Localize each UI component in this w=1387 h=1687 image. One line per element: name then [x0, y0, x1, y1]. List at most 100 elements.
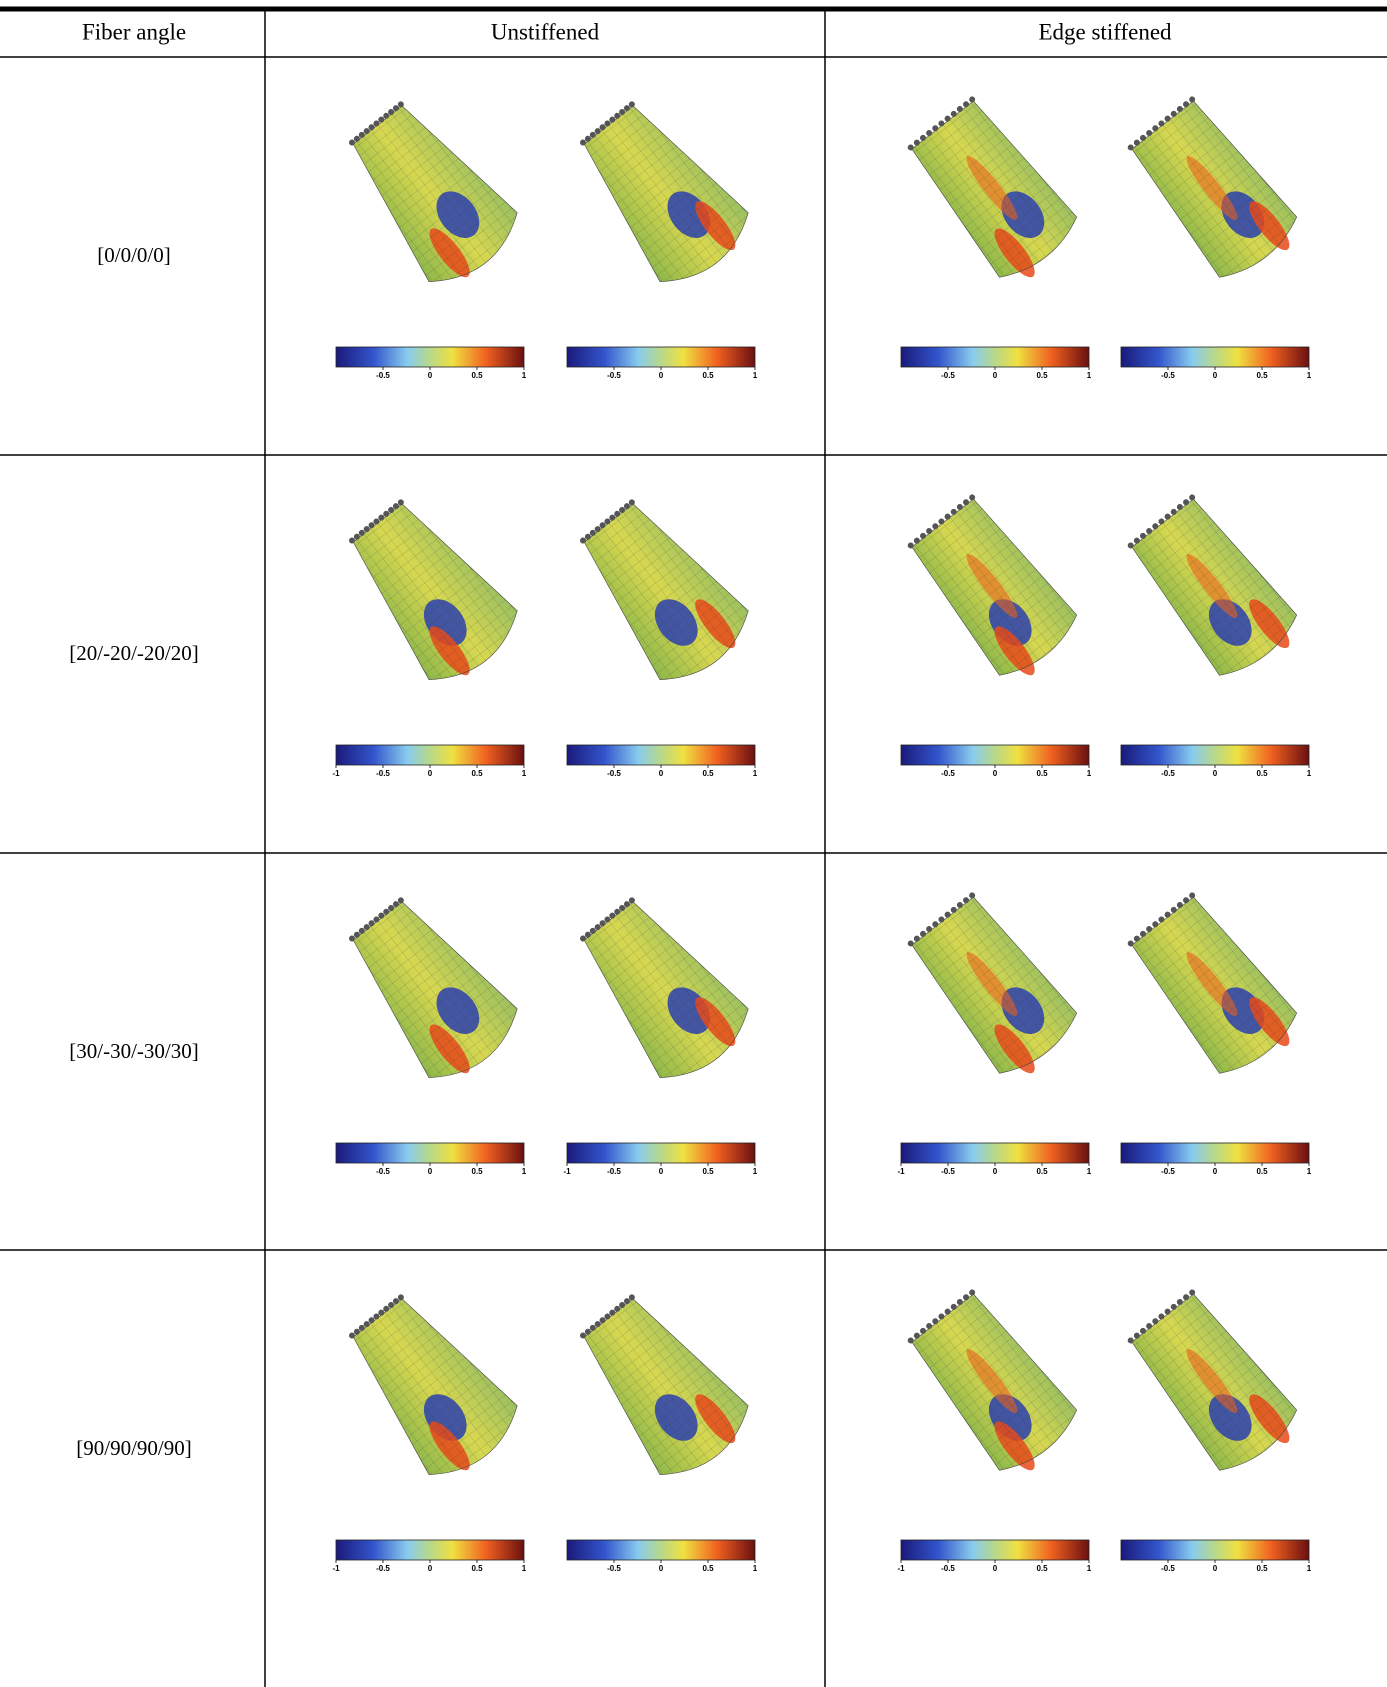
support-dot — [584, 1328, 591, 1335]
colorbar-tick-label: 0 — [993, 1564, 998, 1573]
colorbar — [1120, 1539, 1310, 1561]
support-dot — [938, 120, 945, 127]
support-dot — [907, 1337, 914, 1344]
support-dot — [353, 931, 360, 938]
support-dot — [358, 1324, 365, 1331]
support-dot — [604, 518, 611, 525]
support-dot — [950, 1303, 957, 1310]
support-dot — [1183, 499, 1190, 506]
support-dot — [392, 105, 399, 112]
support-dot — [363, 1321, 370, 1328]
support-dot — [373, 1313, 380, 1320]
support-dot — [1146, 1323, 1153, 1330]
support-dot — [1183, 897, 1190, 904]
support-dot — [589, 131, 596, 138]
support-dot — [969, 892, 976, 899]
support-dot — [614, 112, 621, 119]
support-dot — [963, 897, 970, 904]
support-dot — [1170, 1303, 1177, 1310]
colorbar-tick-label: -0.5 — [941, 1564, 955, 1573]
mode-shape — [907, 892, 1078, 1074]
support-dot — [1152, 523, 1159, 530]
support-dot — [388, 904, 395, 911]
support-dot — [919, 930, 926, 937]
support-dot — [1170, 508, 1177, 515]
support-dot — [383, 1305, 390, 1312]
colorbar-tick-label: 0.5 — [1256, 1564, 1268, 1573]
support-dot — [1133, 1332, 1140, 1339]
mesh — [911, 100, 1078, 278]
colorbar-tick-label: -1 — [563, 1167, 571, 1176]
colorbar-tick-label: 0 — [659, 769, 664, 778]
support-dot — [956, 504, 963, 511]
colorbar-tick-label: 0 — [428, 769, 433, 778]
support-dot — [944, 1308, 951, 1315]
colorbar-tick-label: -0.5 — [376, 371, 390, 380]
support-dot — [932, 125, 939, 132]
support-dot — [623, 503, 630, 510]
support-dot — [599, 1317, 606, 1324]
support-dot — [589, 1324, 596, 1331]
support-dot — [950, 906, 957, 913]
mesh — [1131, 498, 1298, 676]
colorbar-tick-label: -0.5 — [941, 371, 955, 380]
colorbar-tick-label: 0.5 — [1036, 769, 1048, 778]
colorbar-tick-label: 1 — [1307, 769, 1312, 778]
colorbar-tick-label: 0.5 — [702, 769, 714, 778]
support-dot — [907, 144, 914, 151]
support-dot — [353, 1328, 360, 1335]
colorbar-tick-label: -0.5 — [376, 769, 390, 778]
support-dot — [913, 935, 920, 942]
colorbar — [1120, 744, 1310, 766]
mesh — [583, 1298, 749, 1475]
support-dot — [397, 1294, 404, 1301]
colorbar-tick-label: -1 — [332, 1564, 340, 1573]
support-dot — [368, 124, 375, 131]
support-dot — [1133, 139, 1140, 146]
support-dot — [594, 128, 601, 135]
support-dot — [963, 101, 970, 108]
column-header: Fiber angle — [82, 19, 186, 44]
support-dot — [969, 1289, 976, 1296]
colorbar-tick-label: -0.5 — [1161, 1167, 1175, 1176]
colorbar-tick-label: 0 — [428, 1564, 433, 1573]
support-dot — [388, 1301, 395, 1308]
support-dot — [628, 101, 635, 108]
support-dot — [604, 120, 611, 127]
colorbar — [1120, 1142, 1310, 1164]
support-dot — [1146, 130, 1153, 137]
support-dot — [378, 1309, 385, 1316]
colorbar-tick-label: 0 — [428, 1167, 433, 1176]
colorbar-tick-label: 0 — [659, 371, 664, 380]
support-dot — [589, 529, 596, 536]
colorbar-tick-label: 0 — [428, 371, 433, 380]
mode-shape — [349, 499, 518, 680]
support-dot — [919, 532, 926, 539]
support-dot — [599, 920, 606, 927]
support-dot — [963, 499, 970, 506]
support-dot — [392, 1298, 399, 1305]
support-dot — [926, 926, 933, 933]
support-dot — [1189, 892, 1196, 899]
support-dot — [349, 537, 356, 544]
colorbar-tick-label: 1 — [522, 371, 527, 380]
support-dot — [584, 931, 591, 938]
column-header: Edge stiffened — [1038, 19, 1172, 44]
colorbar — [566, 346, 756, 368]
support-dot — [944, 911, 951, 918]
support-dot — [628, 897, 635, 904]
row-label: [0/0/0/0] — [97, 243, 171, 267]
support-dot — [1183, 101, 1190, 108]
support-dot — [919, 134, 926, 141]
support-dot — [1158, 518, 1165, 525]
colorbar — [335, 346, 525, 368]
support-dot — [1152, 1318, 1159, 1325]
colorbar-tick-label: -0.5 — [1161, 371, 1175, 380]
support-dot — [1176, 106, 1183, 113]
support-dot — [950, 110, 957, 117]
support-dot — [938, 518, 945, 525]
support-dot — [373, 518, 380, 525]
support-dot — [619, 1301, 626, 1308]
support-dot — [926, 528, 933, 535]
colorbar-tick-label: 1 — [1307, 1167, 1312, 1176]
